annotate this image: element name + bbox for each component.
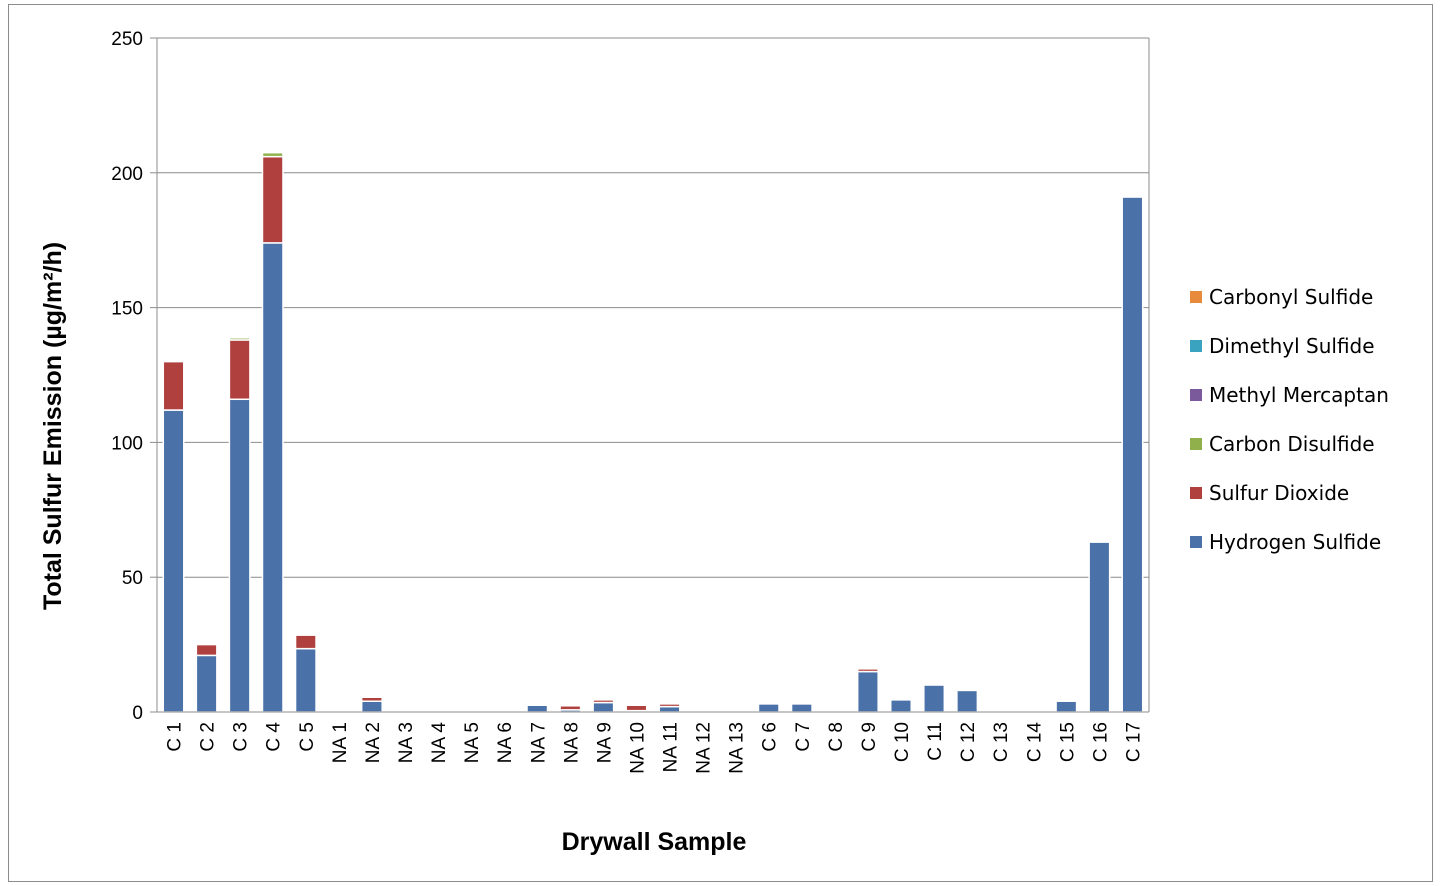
x-tick-label: NA 10: [627, 722, 648, 774]
gridlines: [157, 37, 1149, 578]
bar-segment-sulfur-dioxide: [195, 643, 218, 657]
x-tick-label: NA 13: [727, 722, 748, 774]
bar-segment-sulfur-dioxide: [294, 634, 317, 650]
legend-swatch: [1190, 487, 1202, 499]
bar-segment-sulfur-dioxide: [460, 709, 483, 712]
bar-segment-hydrogen-sulfide: [889, 699, 913, 713]
x-tick-label: C 12: [958, 722, 979, 762]
x-tick-label: C 13: [991, 722, 1012, 762]
bar-segment-sulfur-dioxide: [162, 360, 185, 411]
bar-segment-hydrogen-sulfide: [228, 398, 251, 713]
bar-segment-hydrogen-sulfide: [195, 654, 218, 713]
legend-label: Carbon Disulfide: [1209, 432, 1375, 456]
bar-segment-hydrogen-sulfide: [294, 647, 317, 713]
x-tick-label: NA 5: [462, 722, 483, 763]
y-tick-label: 100: [111, 433, 143, 454]
x-tick-label: C 7: [793, 722, 814, 752]
y-tick-label: 150: [111, 299, 143, 320]
x-tick-label: C 11: [925, 722, 946, 761]
legend: Carbonyl Sulfide Dimethyl Sulfide Methyl M…: [1190, 285, 1389, 554]
x-tick-label: C 1: [165, 722, 186, 752]
y-tick-label: 50: [122, 568, 143, 589]
x-tick-label: NA 6: [495, 722, 516, 763]
bar-segment-hydrogen-sulfide: [162, 409, 185, 713]
x-tick-label: C 15: [1057, 722, 1078, 762]
bar-segment-sulfur-dioxide: [228, 339, 251, 401]
bar-segment-sulfur-dioxide: [592, 699, 615, 704]
bar-segment-hydrogen-sulfide: [592, 701, 615, 713]
bar-segment-hydrogen-sulfide: [1121, 196, 1144, 713]
bar-segment-sulfur-dioxide: [559, 705, 582, 711]
x-tick-label: NA 4: [429, 722, 450, 764]
x-tick-label: NA 7: [528, 722, 549, 763]
legend-label: Dimethyl Sulfide: [1209, 334, 1375, 358]
y-axis-ticks: 0 50 100 150 200 250: [111, 29, 157, 724]
bar-segment-hydrogen-sulfide: [757, 703, 780, 713]
bars: [162, 149, 1144, 713]
bar-segment-carbon-disulfide: [360, 695, 383, 698]
x-tick-label: C 14: [1024, 722, 1045, 763]
x-tick-label: C 2: [198, 722, 219, 752]
bar-segment-hydrogen-sulfide: [790, 703, 813, 713]
legend-swatch: [1190, 438, 1202, 450]
legend-label: Methyl Mercaptan: [1209, 383, 1389, 407]
x-tick-label: C 4: [264, 722, 285, 752]
y-axis-title: Total Sulfur Emission (µg/m²/h): [39, 242, 67, 610]
x-axis-ticks: C 1 C 2 C 3 C 4 C 5 NA 1 NA 2 NA 3 NA 4 NA 5 NA 6 N…: [165, 722, 1145, 774]
y-tick-label: 0: [132, 703, 143, 724]
legend-label: Carbonyl Sulfide: [1209, 285, 1373, 309]
bar-segment-sulfur-dioxide: [856, 668, 879, 673]
legend-swatch: [1190, 340, 1202, 352]
x-tick-label: C 8: [826, 722, 847, 752]
x-tick-label: NA 9: [594, 722, 615, 763]
x-tick-label: C 10: [892, 722, 913, 762]
bar-segment-carbonyl-sulfide: [261, 149, 284, 152]
x-tick-label: C 17: [1123, 722, 1144, 762]
x-tick-label: C 3: [231, 722, 252, 752]
x-tick-label: NA 8: [561, 722, 582, 763]
legend-label: Sulfur Dioxide: [1209, 481, 1349, 505]
bar-segment-hydrogen-sulfide: [261, 242, 284, 713]
axes: [156, 37, 1150, 713]
x-tick-label: NA 11: [661, 722, 682, 772]
y-tick-label: 250: [111, 29, 143, 50]
bar-segment-hydrogen-sulfide: [1088, 541, 1111, 713]
x-tick-label: NA 12: [694, 722, 715, 774]
bar-segment-hydrogen-sulfide: [526, 704, 549, 713]
bar-segment-hydrogen-sulfide: [956, 689, 979, 713]
x-tick-label: NA 1: [330, 722, 351, 763]
x-axis-title: Drywall Sample: [562, 828, 747, 856]
bar-segment-sulfur-dioxide: [625, 704, 648, 712]
bar-segment-hydrogen-sulfide: [856, 670, 879, 713]
x-tick-label: C 5: [297, 722, 318, 752]
x-tick-label: C 16: [1090, 722, 1111, 762]
bar-segment-carbonyl-sulfide: [228, 335, 251, 338]
legend-label: Hydrogen Sulfide: [1209, 530, 1381, 554]
bar-segment-sulfur-dioxide: [261, 155, 284, 244]
legend-swatch: [1190, 536, 1202, 548]
x-tick-label: NA 3: [396, 722, 417, 763]
legend-swatch: [1190, 291, 1202, 303]
bar-segment-hydrogen-sulfide: [1055, 700, 1078, 713]
bar-segment-hydrogen-sulfide: [360, 700, 383, 713]
x-tick-label: C 6: [760, 722, 781, 752]
bar-segment-sulfur-dioxide: [658, 703, 681, 708]
bar-segment-hydrogen-sulfide: [658, 705, 681, 713]
bar-segment-carbon-disulfide: [162, 359, 185, 363]
x-tick-label: NA 2: [363, 722, 384, 763]
legend-swatch: [1190, 389, 1202, 401]
x-tick-label: C 9: [859, 722, 880, 752]
y-tick-label: 200: [111, 164, 143, 185]
bar-segment-hydrogen-sulfide: [923, 684, 946, 713]
